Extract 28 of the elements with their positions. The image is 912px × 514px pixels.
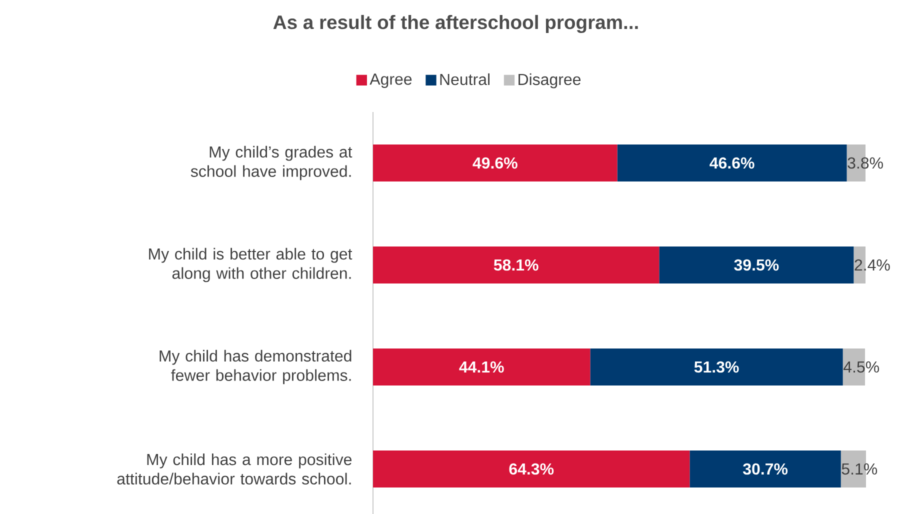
data-label: 49.6% [472, 157, 518, 169]
chart-title: As a result of the afterschool program... [273, 14, 638, 34]
data-label: 3.8% [848, 157, 883, 169]
y-tick-label: My child is better able to get along with other children. [149, 248, 352, 282]
bar [590, 348, 843, 386]
bar [373, 450, 690, 488]
bar [690, 450, 841, 488]
y-tick-label: My child’s grades at school have improved. [190, 146, 352, 180]
bar [373, 348, 590, 386]
data-label: 58.1% [494, 259, 538, 271]
data-label: 39.5% [734, 259, 779, 271]
legend-label: Neutral [440, 73, 490, 86]
data-label: 5.1% [842, 463, 878, 475]
data-label: 64.3% [509, 463, 554, 475]
y-tick-label: My child has demonstrated fewer behavior problems. [160, 350, 352, 384]
legend-label: Disagree [518, 73, 581, 88]
bar [617, 144, 847, 182]
legend-label: Agree [370, 74, 412, 88]
bar [659, 246, 854, 284]
data-label: 51.3% [694, 361, 739, 373]
y-tick-label: My child has a more positive attitude/behavior towards school. [117, 453, 352, 485]
bar [373, 246, 660, 284]
data-label: 4.5% [844, 361, 880, 373]
bar [373, 144, 618, 182]
data-label: 30.7% [742, 463, 788, 475]
data-label: 46.6% [710, 157, 754, 169]
data-label: 44.1% [459, 361, 504, 373]
data-label: 2.4% [854, 259, 890, 271]
